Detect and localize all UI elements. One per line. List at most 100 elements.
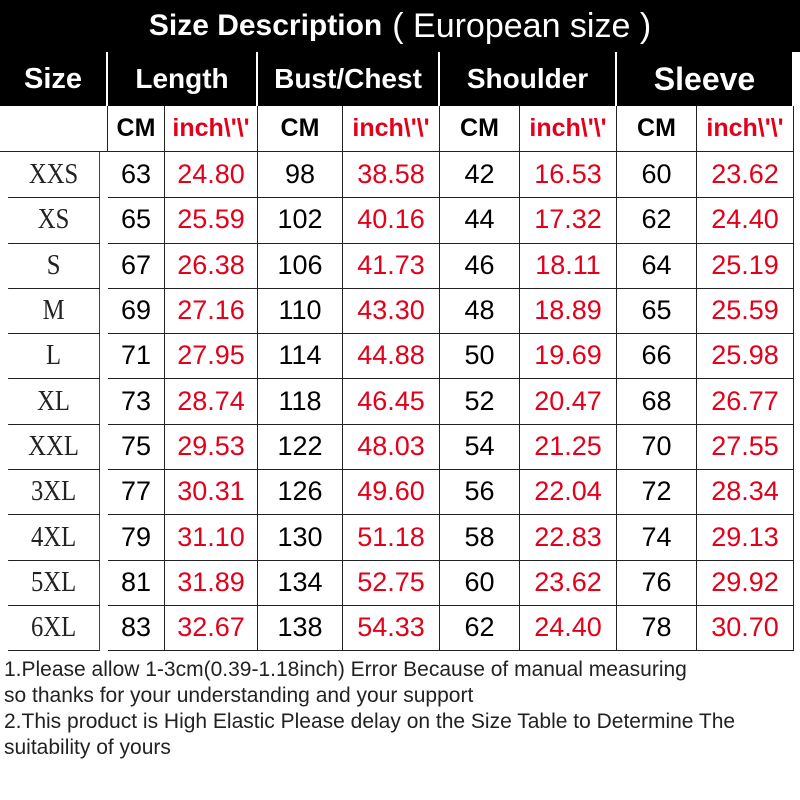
value-cell: 134	[258, 559, 343, 606]
value-cell: 29.53	[165, 423, 258, 471]
value-cell: 81	[108, 559, 165, 606]
value-cell: 54.33	[343, 605, 440, 652]
value-cell: 31.89	[165, 559, 258, 606]
value-cell: 106	[258, 242, 343, 289]
value-cell: 20.47	[520, 378, 617, 425]
value-cell: 62	[440, 605, 520, 652]
note-line: so thanks for your understanding and you…	[4, 684, 474, 707]
title-bar: Size Description ( European size )	[0, 0, 800, 52]
value-cell: 56	[440, 469, 520, 516]
value-cell: 18.11	[520, 242, 617, 289]
value-cell: 110	[258, 287, 343, 335]
value-cell: 25.59	[165, 197, 258, 244]
value-cell: 54	[440, 423, 520, 471]
size-cell: 4XL	[8, 514, 100, 561]
value-cell: 51.18	[343, 514, 440, 561]
value-cell: 23.62	[520, 559, 617, 606]
value-cell: 72	[617, 469, 697, 516]
value-cell: 138	[258, 605, 343, 652]
unit-cell: inch\'\'	[697, 106, 794, 152]
value-cell: 66	[617, 333, 697, 380]
value-cell: 28.34	[697, 469, 794, 516]
header-cell: Shoulder	[440, 52, 617, 106]
value-cell: 60	[617, 152, 697, 199]
value-cell: 98	[258, 152, 343, 199]
value-cell: 83	[108, 605, 165, 652]
value-cell: 64	[617, 242, 697, 289]
size-cell: XL	[8, 378, 100, 425]
note-line: 2.This product is High Elastic Please de…	[4, 710, 736, 733]
value-cell: 26.77	[697, 378, 794, 425]
value-cell: 21.25	[520, 423, 617, 471]
value-cell: 28.74	[165, 378, 258, 425]
value-cell: 71	[108, 333, 165, 380]
value-cell: 67	[108, 242, 165, 289]
size-cell: XXS	[8, 152, 100, 199]
unit-cell: CM	[108, 106, 165, 152]
value-cell: 30.31	[165, 469, 258, 516]
value-cell: 50	[440, 333, 520, 380]
size-cell: 6XL	[8, 605, 100, 652]
value-cell: 27.16	[165, 287, 258, 335]
value-cell: 46	[440, 242, 520, 289]
size-cell: L	[8, 333, 100, 380]
value-cell: 22.83	[520, 514, 617, 561]
value-cell: 70	[617, 423, 697, 471]
value-cell: 79	[108, 514, 165, 561]
unit-cell	[0, 106, 108, 152]
header-cell: Size	[0, 52, 108, 106]
unit-cell: CM	[258, 106, 343, 152]
unit-cell: inch\'\'	[165, 106, 258, 152]
size-cell: 5XL	[8, 559, 100, 606]
value-cell: 29.92	[697, 559, 794, 606]
size-cell: S	[8, 242, 100, 289]
note-line: 1.Please allow 1-3cm(0.39-1.18inch) Erro…	[4, 658, 687, 681]
value-cell: 48.03	[343, 423, 440, 471]
value-cell: 52	[440, 378, 520, 425]
value-cell: 24.40	[697, 197, 794, 244]
size-cell: XS	[8, 197, 100, 244]
value-cell: 122	[258, 423, 343, 471]
value-cell: 62	[617, 197, 697, 244]
value-cell: 76	[617, 559, 697, 606]
value-cell: 25.19	[697, 242, 794, 289]
value-cell: 24.80	[165, 152, 258, 199]
unit-cell: inch\'\'	[520, 106, 617, 152]
subtitle: ( European size )	[392, 6, 652, 45]
value-cell: 32.67	[165, 605, 258, 652]
value-cell: 30.70	[697, 605, 794, 652]
value-cell: 114	[258, 333, 343, 380]
value-cell: 25.98	[697, 333, 794, 380]
value-cell: 23.62	[697, 152, 794, 199]
value-cell: 78	[617, 605, 697, 652]
value-cell: 18.89	[520, 287, 617, 335]
value-cell: 49.60	[343, 469, 440, 516]
value-cell: 26.38	[165, 242, 258, 289]
value-cell: 42	[440, 152, 520, 199]
value-cell: 77	[108, 469, 165, 516]
value-cell: 44.88	[343, 333, 440, 380]
size-cell: M	[8, 287, 100, 335]
value-cell: 46.45	[343, 378, 440, 425]
value-cell: 118	[258, 378, 343, 425]
unit-cell: CM	[617, 106, 697, 152]
value-cell: 73	[108, 378, 165, 425]
value-cell: 19.69	[520, 333, 617, 380]
value-cell: 43.30	[343, 287, 440, 335]
value-cell: 40.16	[343, 197, 440, 244]
value-cell: 25.59	[697, 287, 794, 335]
value-cell: 44	[440, 197, 520, 244]
value-cell: 17.32	[520, 197, 617, 244]
value-cell: 65	[108, 197, 165, 244]
value-cell: 48	[440, 287, 520, 335]
value-cell: 16.53	[520, 152, 617, 199]
value-cell: 27.55	[697, 423, 794, 471]
value-cell: 75	[108, 423, 165, 471]
header-cell: Sleeve	[617, 52, 794, 106]
header-cell: Length	[108, 52, 258, 106]
value-cell: 22.04	[520, 469, 617, 516]
value-cell: 27.95	[165, 333, 258, 380]
value-cell: 58	[440, 514, 520, 561]
note-line: suitability of yours	[4, 736, 171, 759]
